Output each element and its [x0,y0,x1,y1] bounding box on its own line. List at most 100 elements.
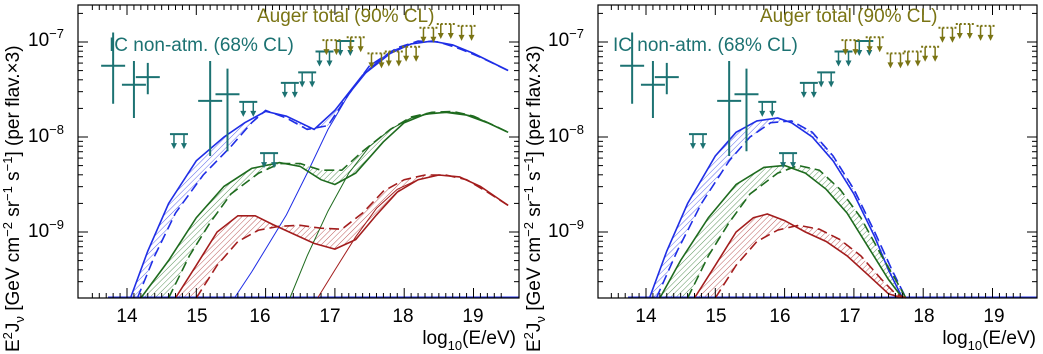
right-auger-limit-arrow-head [966,32,973,39]
right-icecube-limit-arrow-head [780,162,787,169]
left-auger-limit-arrow-head [385,60,392,67]
left-icecube-limit-arrow-head [291,91,298,98]
left-x-axis-label: log10(E/eV) [422,328,516,353]
right-xtick-15: 15 [705,306,726,327]
right-icecube-limit-arrow-head [689,143,696,150]
left-xtick-18: 18 [392,306,413,327]
right-panel: 14 15 16 17 18 19 10−7 10−8 10−9 log10(E… [521,4,1038,353]
left-xtick-17: 17 [319,306,340,327]
left-xtick-16: 16 [249,306,270,327]
right-xtick-14: 14 [635,306,657,327]
left-icecube-limit-arrow-head [250,110,257,117]
left-auger-limit-arrow-head [430,36,437,43]
right-icecube-limit-arrow-head [828,81,835,88]
right-x-axis-label: log10(E/eV) [942,328,1036,353]
left-series-green-thin [289,111,509,299]
left-auger-limit-arrow-head [403,55,410,62]
left-icecube-limit-arrow-head [316,60,323,67]
right-icecube-limit-arrow-head [790,162,797,169]
right-icecube-label: IC non-atm. (68% CL) [613,35,798,56]
right-auger-limit-arrow-head [887,62,894,69]
left-auger-limit-arrow-head [413,55,420,62]
right-ytick-1e-7: 10−7 [548,26,584,51]
left-icecube-limit-arrow-head [281,91,288,98]
right-auger-limit-arrow-head [939,36,946,43]
right-series-green-dashed [686,164,907,299]
left-icecube-limit-arrow-head [337,50,344,57]
left-icecube-limit-arrow-head [326,60,333,67]
right-xtick-17: 17 [839,306,860,327]
right-icecube-limit-arrow-head [835,60,842,67]
right-red-band [694,214,906,298]
left-icecube-limit-arrow-head [309,81,316,88]
right-green-band [659,165,906,298]
left-auger-limit-arrow-head [468,34,475,41]
left-y-axis-label: E2Jν [GeV cm−2 sr−1 s−1] (per flav.×3) [0,45,27,352]
left-ytick-1e-7: 10−7 [28,26,64,51]
right-auger-label: Auger total (90% CL) [760,6,937,27]
left-series-green-solid [140,111,509,299]
right-auger-limit-arrow-head [914,60,921,67]
right-icecube-limit-arrow-head [866,50,873,57]
left-auger-limit-arrow-head [458,34,465,41]
right-series-red-dashed [714,224,907,299]
right-series-blue-solid [648,117,904,299]
right-icecube-limit-arrow-head [818,81,825,88]
right-icecube-limit-arrow-head [856,50,863,57]
left-panel: 14 15 16 17 18 19 10−7 10−8 10−9 log10(E… [0,4,520,353]
left-ytick-1e-8: 10−8 [28,122,64,147]
left-auger-limit-arrow-head [420,36,427,43]
left-auger-limit-arrow-head [378,62,385,69]
left-xtick-15: 15 [186,306,207,327]
left-auger-limit-arrow-head [333,49,340,56]
right-auger-limit-arrow-head [977,34,984,41]
right-y-axis-label: E2Jν [GeV cm−2 sr−1 s−1] (per flav.×3) [521,45,548,352]
left-series-red-thin [317,174,509,299]
right-auger-limit-arrow-head [949,36,956,43]
left-blue-band [130,41,509,298]
left-auger-label: Auger total (90% CL) [257,6,434,27]
right-icecube-limit-arrow-head [845,60,852,67]
right-series-green-solid [659,164,904,299]
left-series-blue-dashed [136,40,509,299]
left-auger-limit-arrow-head [368,62,375,69]
right-auger-limit-arrow-head [842,49,849,56]
right-auger-limit-arrow-head [956,32,963,39]
left-icecube-limit-arrow-head [261,162,268,169]
right-auger-limit-arrow-head [876,46,883,53]
left-icecube-limit-arrow-head [271,162,278,169]
right-auger-limit-arrow-head [904,60,911,67]
left-series-red-dashed [195,174,509,299]
right-icecube-limit-arrow-head [769,110,776,117]
left-icecube-label: IC non-atm. (68% CL) [109,35,294,56]
right-ytick-1e-9: 10−9 [548,217,584,242]
right-xtick-19: 19 [983,306,1004,327]
right-series-blue-dashed [655,120,907,299]
right-ytick-1e-8: 10−8 [548,122,584,147]
left-red-band [175,175,509,298]
right-axis-ticks [598,5,1037,298]
right-auger-limit-arrow-head [987,34,994,41]
right-icecube-limit-arrow-head [800,91,807,98]
left-auger-limit-arrow-head [357,46,364,53]
left-axis-ticks [78,5,519,298]
right-auger-limit-arrow-head [897,62,904,69]
left-icecube-limit-arrow-head [170,143,177,150]
left-series-green-dashed [167,110,509,299]
left-icecube-limit-arrow-head [180,143,187,150]
left-icecube-limit-arrow-head [299,81,306,88]
left-plot-area [101,22,519,299]
left-auger-limit-arrow-head [347,46,354,53]
left-xtick-14: 14 [116,306,138,327]
left-auger-limit-arrow-head [437,32,444,39]
right-blue-band [649,118,906,298]
right-plot-area [620,22,1037,299]
left-auger-limit-arrow-head [395,60,402,67]
left-ytick-1e-9: 10−9 [28,217,64,242]
left-xtick-19: 19 [462,306,483,327]
right-icecube-limit-arrow-head [759,110,766,117]
left-icecube-limit-arrow-head [240,110,247,117]
right-auger-limit-arrow-head [852,49,859,56]
right-auger-limit-arrow-head [932,55,939,62]
